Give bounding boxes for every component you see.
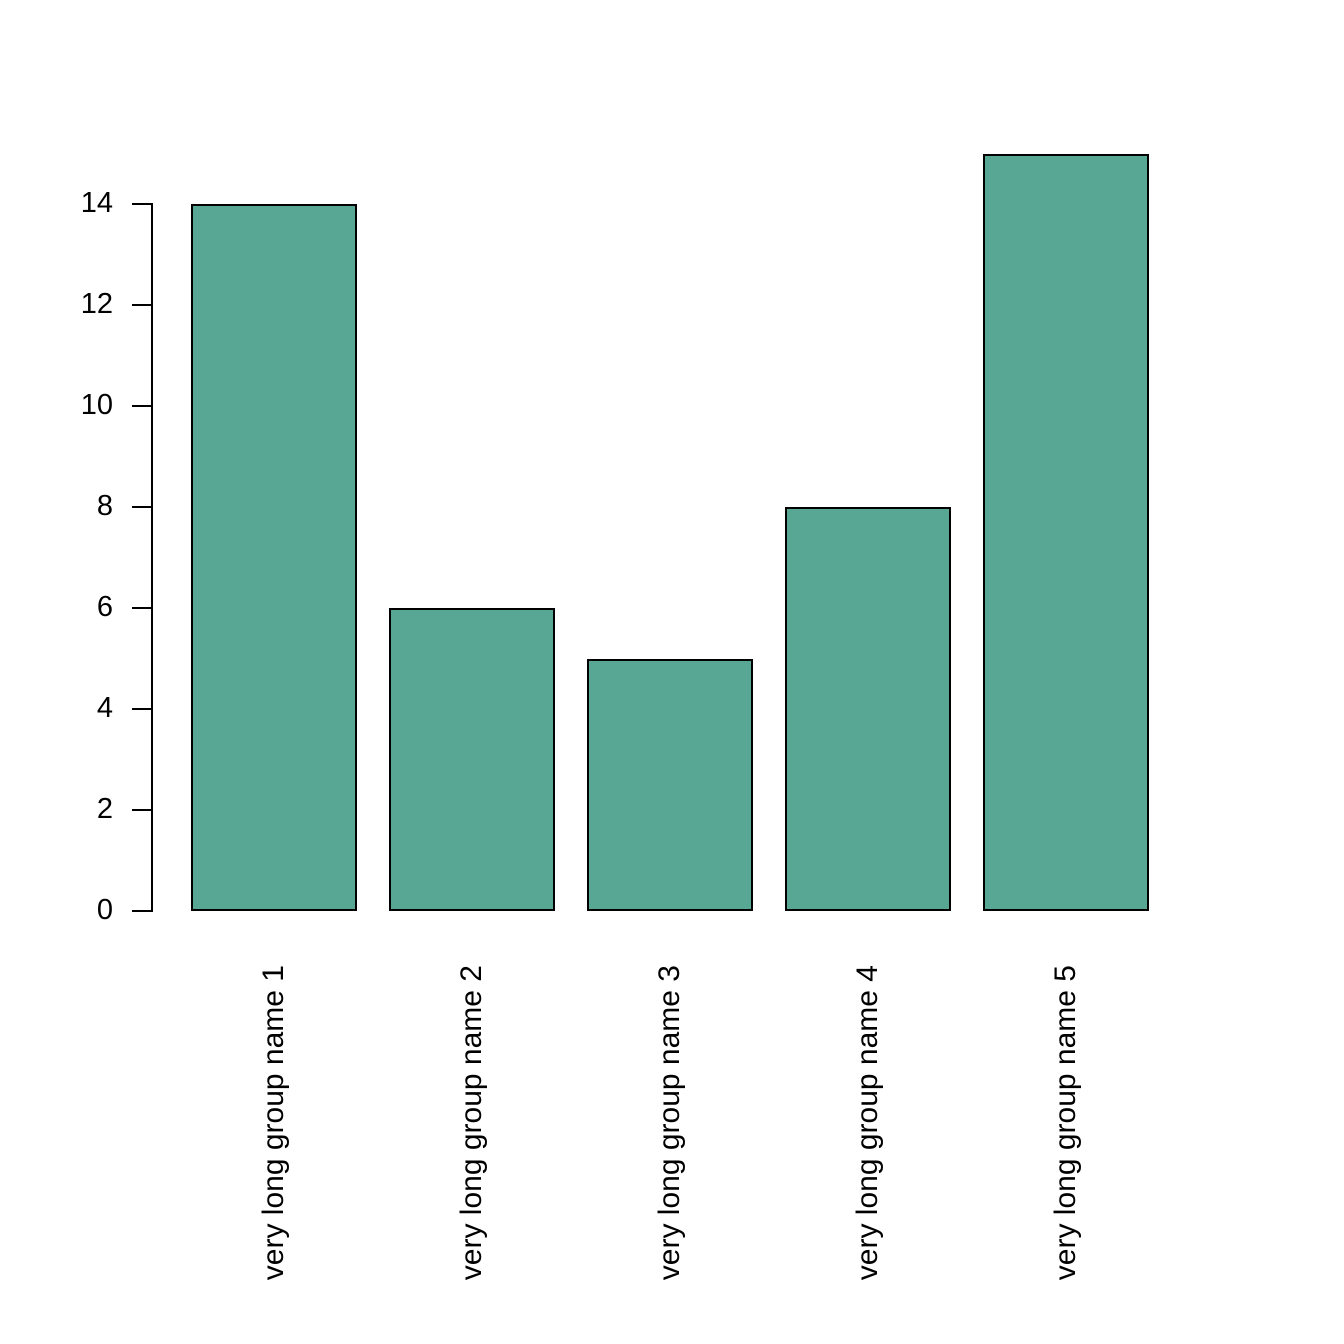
y-tick-label: 4 [96, 691, 113, 724]
y-tick-mark [132, 405, 152, 407]
y-tick-label: 2 [96, 792, 113, 825]
y-tick-mark [132, 506, 152, 508]
y-tick-label: 12 [80, 287, 113, 320]
y-tick-label: 6 [96, 590, 113, 623]
y-tick-label: 8 [96, 489, 113, 522]
y-tick-mark [132, 708, 152, 710]
y-axis-line [151, 203, 153, 912]
y-tick-mark [132, 910, 152, 912]
bar [191, 204, 357, 911]
x-category-label: very long group name 2 [455, 965, 488, 1281]
x-category-label: very long group name 1 [257, 965, 290, 1281]
y-tick-mark [132, 203, 152, 205]
y-tick-label: 14 [80, 186, 113, 219]
bar [983, 153, 1149, 911]
bar [389, 608, 555, 911]
bar [785, 507, 951, 911]
y-tick-label: 10 [80, 388, 113, 421]
y-tick-mark [132, 607, 152, 609]
x-category-label: very long group name 4 [851, 965, 884, 1281]
y-tick-mark [132, 809, 152, 811]
y-tick-mark [132, 304, 152, 306]
x-category-label: very long group name 5 [1049, 965, 1082, 1281]
x-category-label: very long group name 3 [653, 965, 686, 1281]
bar [587, 658, 753, 911]
y-tick-label: 0 [96, 893, 113, 926]
